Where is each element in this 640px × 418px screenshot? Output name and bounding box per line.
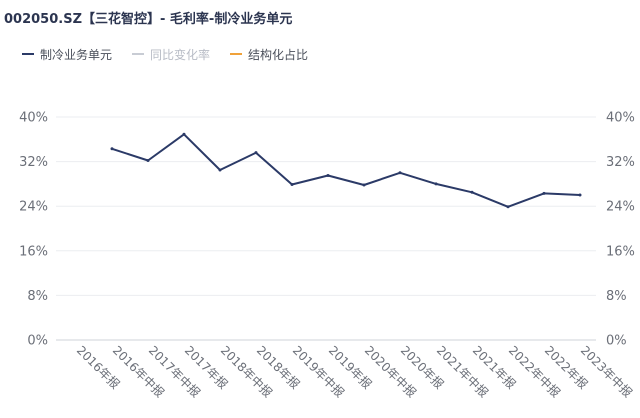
legend-item-refrigeration[interactable]: 制冷业务单元 bbox=[22, 46, 112, 63]
legend-swatch-refrigeration bbox=[22, 53, 34, 55]
y-tick-label-right: 24% bbox=[606, 200, 635, 215]
chart-legend: 制冷业务单元 同比变化率 结构化占比 bbox=[22, 46, 328, 62]
legend-label-yoy-change: 同比变化率 bbox=[150, 47, 211, 62]
data-point bbox=[290, 182, 294, 186]
data-point bbox=[182, 132, 186, 136]
legend-swatch-structure-share bbox=[230, 53, 243, 55]
data-point bbox=[362, 183, 366, 187]
data-point bbox=[110, 147, 114, 151]
legend-item-structure-share[interactable]: 结构化占比 bbox=[230, 46, 308, 63]
data-point bbox=[326, 174, 330, 178]
y-tick-label-left: 8% bbox=[27, 289, 48, 304]
legend-label-refrigeration: 制冷业务单元 bbox=[40, 47, 113, 62]
y-tick-label-left: 40% bbox=[19, 111, 48, 126]
data-point bbox=[398, 171, 402, 175]
data-point bbox=[146, 158, 150, 162]
data-point bbox=[506, 205, 510, 209]
y-tick-label-right: 16% bbox=[606, 244, 635, 259]
data-point bbox=[578, 193, 582, 197]
legend-swatch-yoy-change bbox=[132, 53, 145, 55]
y-tick-label-right: 8% bbox=[606, 289, 627, 304]
data-point bbox=[434, 182, 438, 186]
y-tick-label-left: 16% bbox=[19, 244, 48, 259]
y-tick-label-left: 24% bbox=[19, 200, 48, 215]
y-tick-label-left: 32% bbox=[19, 155, 48, 170]
data-point bbox=[218, 168, 222, 172]
y-tick-label-right: 32% bbox=[606, 155, 635, 170]
data-point bbox=[542, 191, 546, 195]
series-line-refrigeration bbox=[111, 133, 581, 208]
x-tick-label: 2023年中报 bbox=[578, 343, 636, 401]
chart-title: 002050.SZ【三花智控】- 毛利率-制冷业务单元 bbox=[4, 12, 293, 27]
legend-label-structure-share: 结构化占比 bbox=[248, 47, 309, 62]
y-tick-label-left: 0% bbox=[27, 334, 48, 349]
data-point bbox=[470, 190, 474, 194]
y-tick-label-right: 40% bbox=[606, 111, 635, 126]
data-point bbox=[254, 151, 258, 155]
legend-item-yoy-change[interactable]: 同比变化率 bbox=[132, 46, 210, 63]
y-tick-label-right: 0% bbox=[606, 334, 627, 349]
